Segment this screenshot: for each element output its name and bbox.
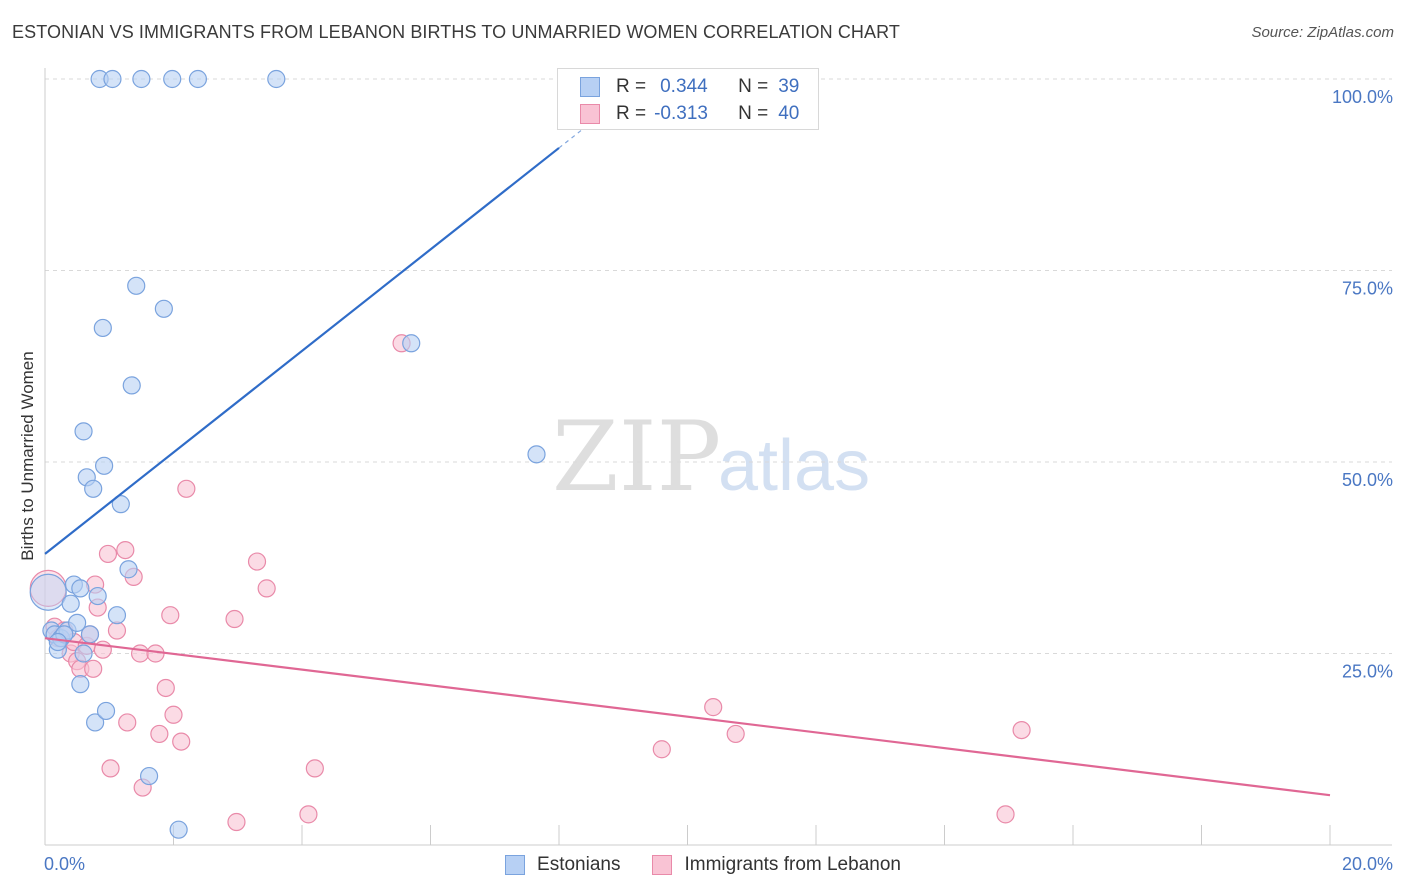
legend-row-lebanon: R = -0.313 N = 40 bbox=[580, 101, 799, 127]
y-axis-label: Births to Unmarried Women bbox=[18, 351, 37, 560]
lebanon-point-32 bbox=[247, 552, 267, 571]
lebanon-point-29 bbox=[177, 479, 196, 498]
watermark-zip: ZIP bbox=[552, 401, 721, 513]
estonian-point-6 bbox=[61, 594, 80, 613]
estonian-point-31 bbox=[163, 69, 182, 89]
lebanon-point-25 bbox=[156, 678, 175, 698]
lebanon-point-28 bbox=[172, 732, 191, 751]
estonian-point-36 bbox=[527, 445, 546, 464]
estonian-point-27 bbox=[127, 276, 146, 295]
estonian-point-25 bbox=[119, 560, 138, 579]
estonian-point-34 bbox=[267, 69, 286, 89]
estonian-point-14 bbox=[80, 625, 100, 644]
chart-source: Source: ZipAtlas.com bbox=[1251, 24, 1394, 41]
legend-n-value-estonians: 39 bbox=[778, 76, 800, 97]
estonian-point-30 bbox=[154, 299, 173, 318]
lebanon-point-15 bbox=[98, 544, 118, 564]
lebanon-points bbox=[29, 334, 1031, 832]
lebanon-point-18 bbox=[116, 540, 135, 560]
chart-title: ESTONIAN VS IMMIGRANTS FROM LEBANON BIRT… bbox=[12, 22, 900, 42]
y-tick-label-50: 50.0% bbox=[1342, 470, 1393, 490]
estonian-point-17 bbox=[88, 586, 107, 606]
estonian-point-32 bbox=[169, 820, 188, 839]
lebanon-point-11 bbox=[84, 659, 103, 678]
estonians-trend-line bbox=[44, 147, 560, 555]
estonian-point-12 bbox=[74, 422, 93, 441]
estonian-point-38 bbox=[48, 632, 67, 652]
legend-estonians-label: Estonians bbox=[537, 854, 621, 875]
series-legend: Estonians Immigrants from Lebanon bbox=[0, 852, 1406, 878]
lebanon-point-38 bbox=[704, 698, 723, 717]
lebanon-point-17 bbox=[107, 621, 127, 640]
estonian-point-11 bbox=[74, 644, 93, 663]
lebanon-point-35 bbox=[305, 759, 324, 778]
lebanon-point-19 bbox=[118, 713, 137, 732]
estonian-point-29 bbox=[139, 766, 159, 786]
estonian-point-10 bbox=[71, 675, 90, 694]
x-tick-label-right: 20.0% bbox=[1342, 854, 1393, 874]
estonian-point-8 bbox=[68, 613, 87, 632]
estonian-point-22 bbox=[103, 69, 122, 89]
estonian-points bbox=[29, 69, 546, 839]
legend-r-label: R = bbox=[616, 103, 647, 124]
legend-n-label: N = bbox=[738, 76, 769, 97]
legend-lebanon-label: Immigrants from Lebanon bbox=[684, 854, 901, 875]
estonians-swatch bbox=[580, 77, 600, 97]
grid-lines bbox=[45, 78, 1392, 654]
estonian-point-24 bbox=[111, 495, 130, 514]
y-tick-label-100: 100.0% bbox=[1332, 87, 1393, 107]
estonian-point-33 bbox=[188, 69, 208, 89]
legend-r-value-lebanon: -0.313 bbox=[654, 103, 708, 124]
estonians-legend-swatch bbox=[505, 855, 526, 875]
estonian-point-19 bbox=[93, 318, 112, 338]
legend-r-value-estonians: 0.344 bbox=[660, 76, 708, 97]
lebanon-point-40 bbox=[996, 805, 1015, 824]
estonian-point-16 bbox=[86, 713, 105, 732]
legend-item-lebanon: Immigrants from Lebanon bbox=[652, 854, 901, 876]
y-tick-label-25: 25.0% bbox=[1342, 662, 1393, 682]
lebanon-point-34 bbox=[299, 805, 318, 824]
legend-n-label: N = bbox=[738, 103, 769, 124]
estonian-point-26 bbox=[122, 376, 141, 395]
lebanon-point-27 bbox=[164, 705, 183, 724]
lebanon-point-21 bbox=[130, 644, 150, 663]
legend-n-value-lebanon: 40 bbox=[778, 103, 800, 124]
legend-r-label: R = bbox=[616, 76, 647, 97]
estonian-point-9 bbox=[71, 579, 90, 598]
lebanon-point-24 bbox=[150, 724, 169, 744]
y-tick-label-75: 75.0% bbox=[1342, 279, 1393, 299]
estonian-point-21 bbox=[96, 701, 116, 721]
lebanon-point-41 bbox=[1012, 720, 1031, 740]
lebanon-point-37 bbox=[652, 740, 671, 759]
estonian-point-28 bbox=[132, 69, 151, 89]
legend-row-estonians: R = 0.344 N = 39 bbox=[580, 74, 799, 100]
watermark-atlas: atlas bbox=[718, 426, 870, 506]
estonian-point-0 bbox=[29, 573, 67, 611]
lebanon-point-30 bbox=[225, 609, 244, 629]
x-tick-label-left: 0.0% bbox=[44, 854, 85, 874]
estonian-point-35 bbox=[402, 334, 421, 353]
watermark: ZIP atlas bbox=[552, 401, 870, 513]
estonian-point-20 bbox=[95, 456, 114, 475]
lebanon-point-26 bbox=[161, 606, 180, 625]
lebanon-swatch bbox=[580, 104, 600, 124]
estonian-point-23 bbox=[107, 606, 127, 625]
lebanon-point-16 bbox=[101, 759, 120, 778]
lebanon-point-33 bbox=[257, 579, 276, 598]
correlation-legend: R = 0.344 N = 39 R = -0.313 N = 40 bbox=[557, 68, 819, 130]
lebanon-legend-swatch bbox=[652, 855, 673, 875]
lebanon-point-39 bbox=[726, 724, 745, 744]
legend-item-estonians: Estonians bbox=[505, 854, 620, 876]
lebanon-point-31 bbox=[227, 812, 246, 832]
estonian-point-15 bbox=[84, 479, 103, 498]
lebanon-trend-line bbox=[44, 637, 1331, 797]
tick-labels: 25.0% 50.0% 75.0% 100.0% 0.0% 20.0% bbox=[44, 87, 1393, 874]
